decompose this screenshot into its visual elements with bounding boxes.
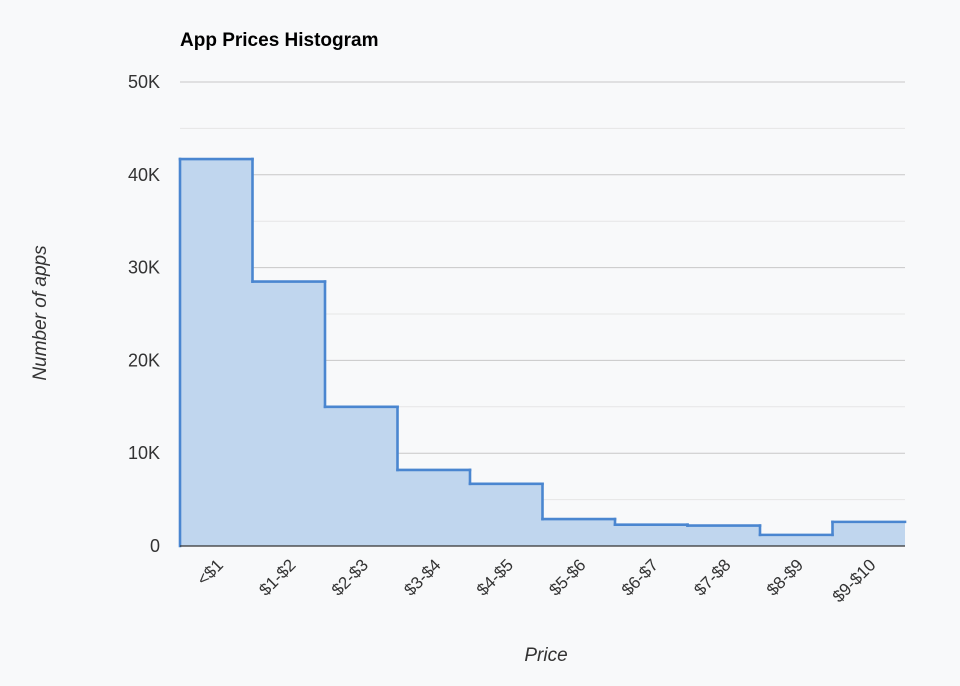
histogram-area-fill <box>180 159 905 547</box>
x-tick-label: $6-$7 <box>618 555 662 599</box>
y-axis-ticks: 0 10K 20K 30K 40K 50K <box>128 72 160 556</box>
x-tick-label: $5-$6 <box>545 555 589 599</box>
y-tick-label: 50K <box>128 72 160 92</box>
x-tick-label: $1-$2 <box>255 555 299 599</box>
y-tick-label: 20K <box>128 350 160 370</box>
x-tick-label: <$1 <box>193 555 227 589</box>
y-tick-label: 10K <box>128 443 160 463</box>
y-axis-label: Number of apps <box>30 245 51 381</box>
x-tick-label: $9-$10 <box>829 555 880 606</box>
x-axis-ticks: <$1 $1-$2 $2-$3 $3-$4 $4-$5 $5-$6 $6-$7 $7-$8 $8… <box>193 555 879 606</box>
histogram-steps <box>178 157 907 548</box>
chart-title: App Prices Histogram <box>180 30 379 51</box>
x-tick-label: $3-$4 <box>400 555 444 599</box>
y-tick-label: 30K <box>128 258 160 278</box>
x-tick-label: $2-$3 <box>328 555 372 599</box>
x-axis-label: Price <box>524 645 567 666</box>
x-tick-label: $8-$9 <box>763 555 807 599</box>
x-tick-label: $4-$5 <box>473 555 517 599</box>
x-tick-label: $7-$8 <box>690 555 734 599</box>
y-tick-label: 0 <box>150 536 160 556</box>
y-tick-label: 40K <box>128 165 160 185</box>
